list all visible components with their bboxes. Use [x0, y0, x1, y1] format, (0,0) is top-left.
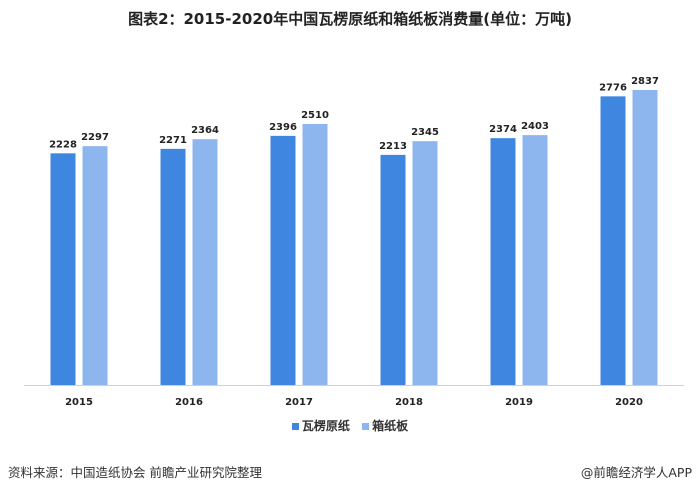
data-label: 2297 — [81, 132, 109, 143]
data-label: 2837 — [631, 76, 659, 87]
bar-2016-series-1 — [192, 139, 218, 385]
legend-label: 箱纸板 — [372, 419, 409, 433]
data-label: 2228 — [49, 139, 77, 150]
legend-item-series-0: 瓦楞原纸 — [291, 417, 350, 434]
bar-2018-series-0 — [380, 154, 406, 385]
brand-credit: @前瞻经济学人APP — [580, 465, 692, 480]
legend-swatch — [291, 423, 299, 430]
x-tick-label: 2019 — [505, 397, 533, 408]
legend-item-series-1: 箱纸板 — [362, 417, 408, 434]
bar-2016-series-0 — [160, 148, 186, 385]
bar-2017-series-1 — [302, 124, 328, 385]
data-label: 2213 — [379, 141, 407, 152]
x-tick-label: 2015 — [65, 397, 93, 408]
data-label: 2396 — [269, 122, 297, 133]
data-label: 2271 — [159, 135, 187, 146]
x-tick-label: 2016 — [175, 397, 203, 408]
legend-swatch — [362, 423, 370, 430]
chart-title: 图表2：2015-2020年中国瓦楞原纸和箱纸板消费量(单位：万吨) — [128, 10, 572, 28]
bar-2015-series-0 — [50, 153, 76, 385]
bar-2019-series-0 — [490, 138, 516, 385]
x-tick-label: 2018 — [395, 397, 423, 408]
source-note: 资料来源：中国造纸协会 前瞻产业研究院整理 — [8, 465, 262, 480]
bar-2020-series-0 — [600, 96, 626, 386]
data-label: 2510 — [301, 110, 329, 121]
data-label: 2345 — [411, 127, 439, 138]
data-label: 2776 — [599, 82, 627, 93]
bar-2019-series-1 — [522, 135, 548, 385]
x-tick-label: 2020 — [615, 397, 643, 408]
legend: 瓦楞原纸 箱纸板 — [0, 417, 700, 434]
data-label: 2403 — [521, 121, 549, 132]
legend-label: 瓦楞原纸 — [301, 419, 350, 433]
x-tick-label: 2017 — [285, 397, 313, 408]
bar-2018-series-1 — [412, 141, 438, 385]
bar-2020-series-1 — [632, 90, 658, 385]
data-label: 2374 — [489, 124, 517, 135]
bar-chart: 2228 2297 2015 2271 2364 2016 2396 2510 2017 2213… — [24, 76, 684, 408]
bar-2015-series-1 — [82, 146, 108, 385]
bar-2017-series-0 — [270, 135, 296, 385]
data-label: 2364 — [191, 125, 219, 136]
